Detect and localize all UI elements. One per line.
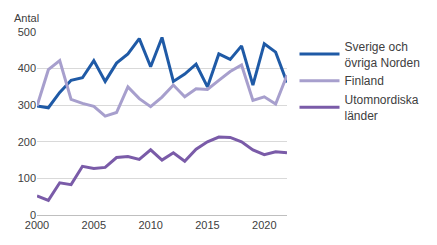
svg-text:2020: 2020 <box>252 219 276 231</box>
svg-text:300: 300 <box>18 99 36 111</box>
svg-text:500: 500 <box>18 26 36 38</box>
svg-text:Finland: Finland <box>345 74 384 88</box>
svg-text:0: 0 <box>30 209 36 221</box>
svg-text:Utomnordiskaländer: Utomnordiskaländer <box>345 93 419 123</box>
svg-text:100: 100 <box>18 172 36 184</box>
svg-text:Antal: Antal <box>14 12 39 24</box>
svg-text:2015: 2015 <box>195 219 219 231</box>
svg-text:2010: 2010 <box>138 219 162 231</box>
svg-text:Sverige ochövriga Norden: Sverige ochövriga Norden <box>345 40 420 70</box>
svg-text:200: 200 <box>18 136 36 148</box>
svg-text:2000: 2000 <box>25 219 49 231</box>
svg-text:2005: 2005 <box>82 219 106 231</box>
svg-text:400: 400 <box>18 62 36 74</box>
